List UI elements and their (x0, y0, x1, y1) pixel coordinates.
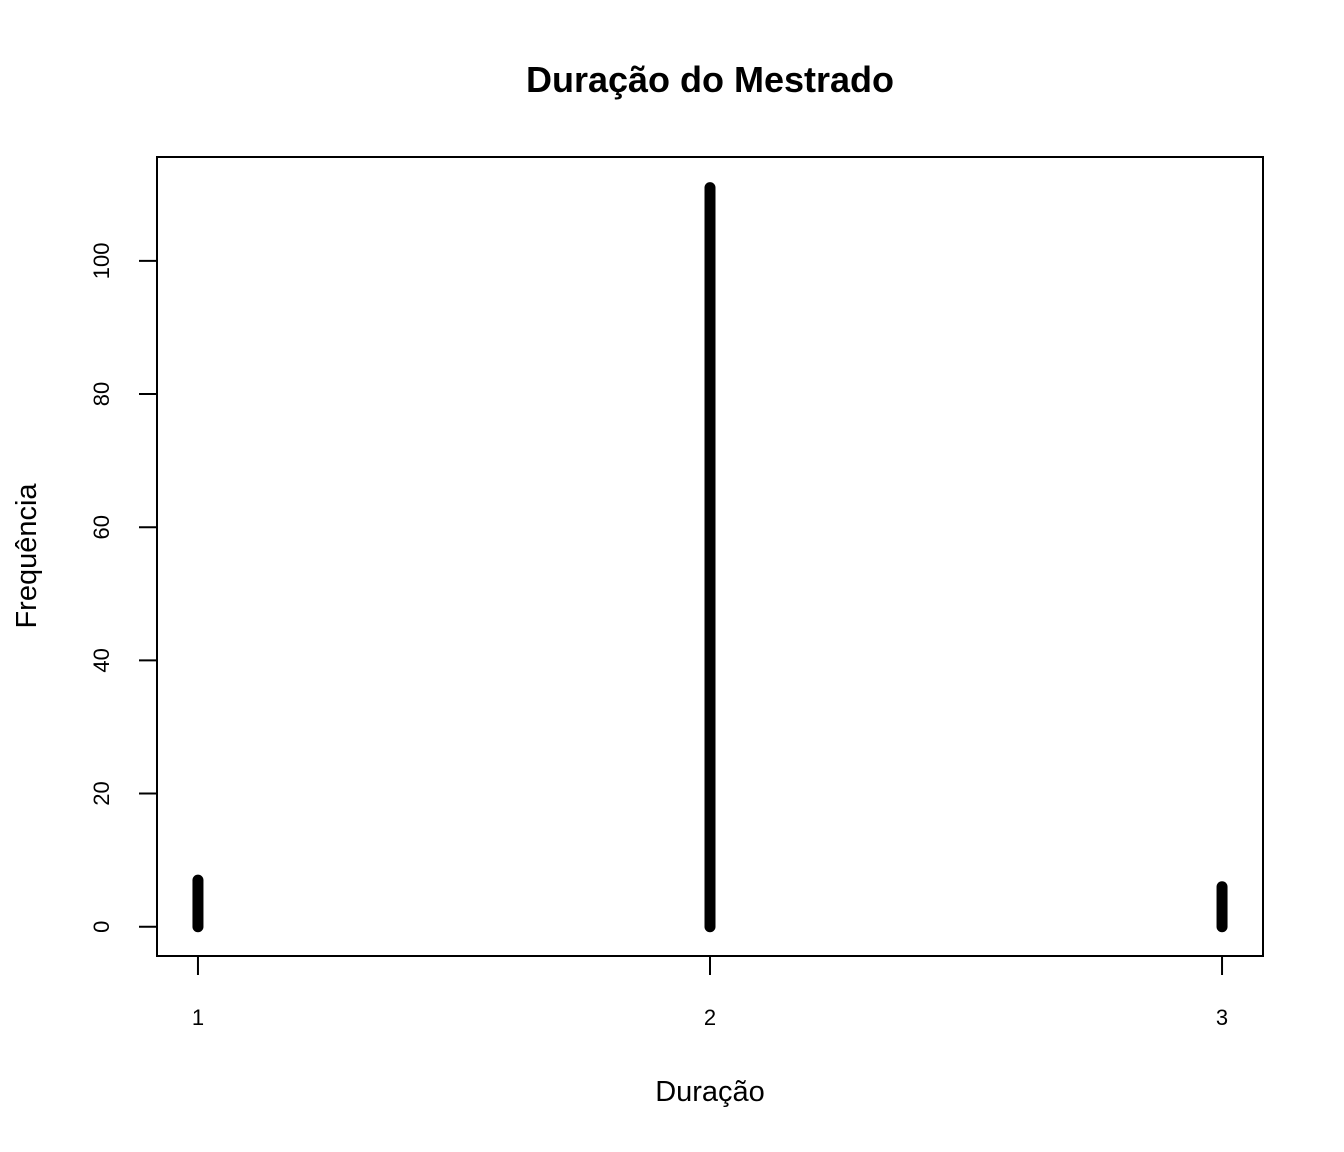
x-tick-label: 1 (192, 1005, 204, 1030)
x-tick-label: 2 (704, 1005, 716, 1030)
y-tick-label: 60 (89, 515, 114, 539)
chart-title: Duração do Mestrado (526, 59, 894, 100)
x-axis: 1 2 3 (192, 955, 1228, 1030)
y-tick-label: 100 (89, 243, 114, 280)
y-axis-label: Frequência (11, 483, 43, 629)
bars (192, 182, 1228, 933)
y-tick-label: 0 (89, 921, 114, 933)
x-tick-label: 3 (1216, 1005, 1228, 1030)
y-axis: 0 20 40 60 80 100 (89, 243, 158, 933)
y-tick-label: 40 (89, 648, 114, 672)
y-tick-label: 80 (89, 382, 114, 406)
x-axis-label: Duração (655, 1076, 765, 1108)
y-tick-label: 20 (89, 781, 114, 805)
